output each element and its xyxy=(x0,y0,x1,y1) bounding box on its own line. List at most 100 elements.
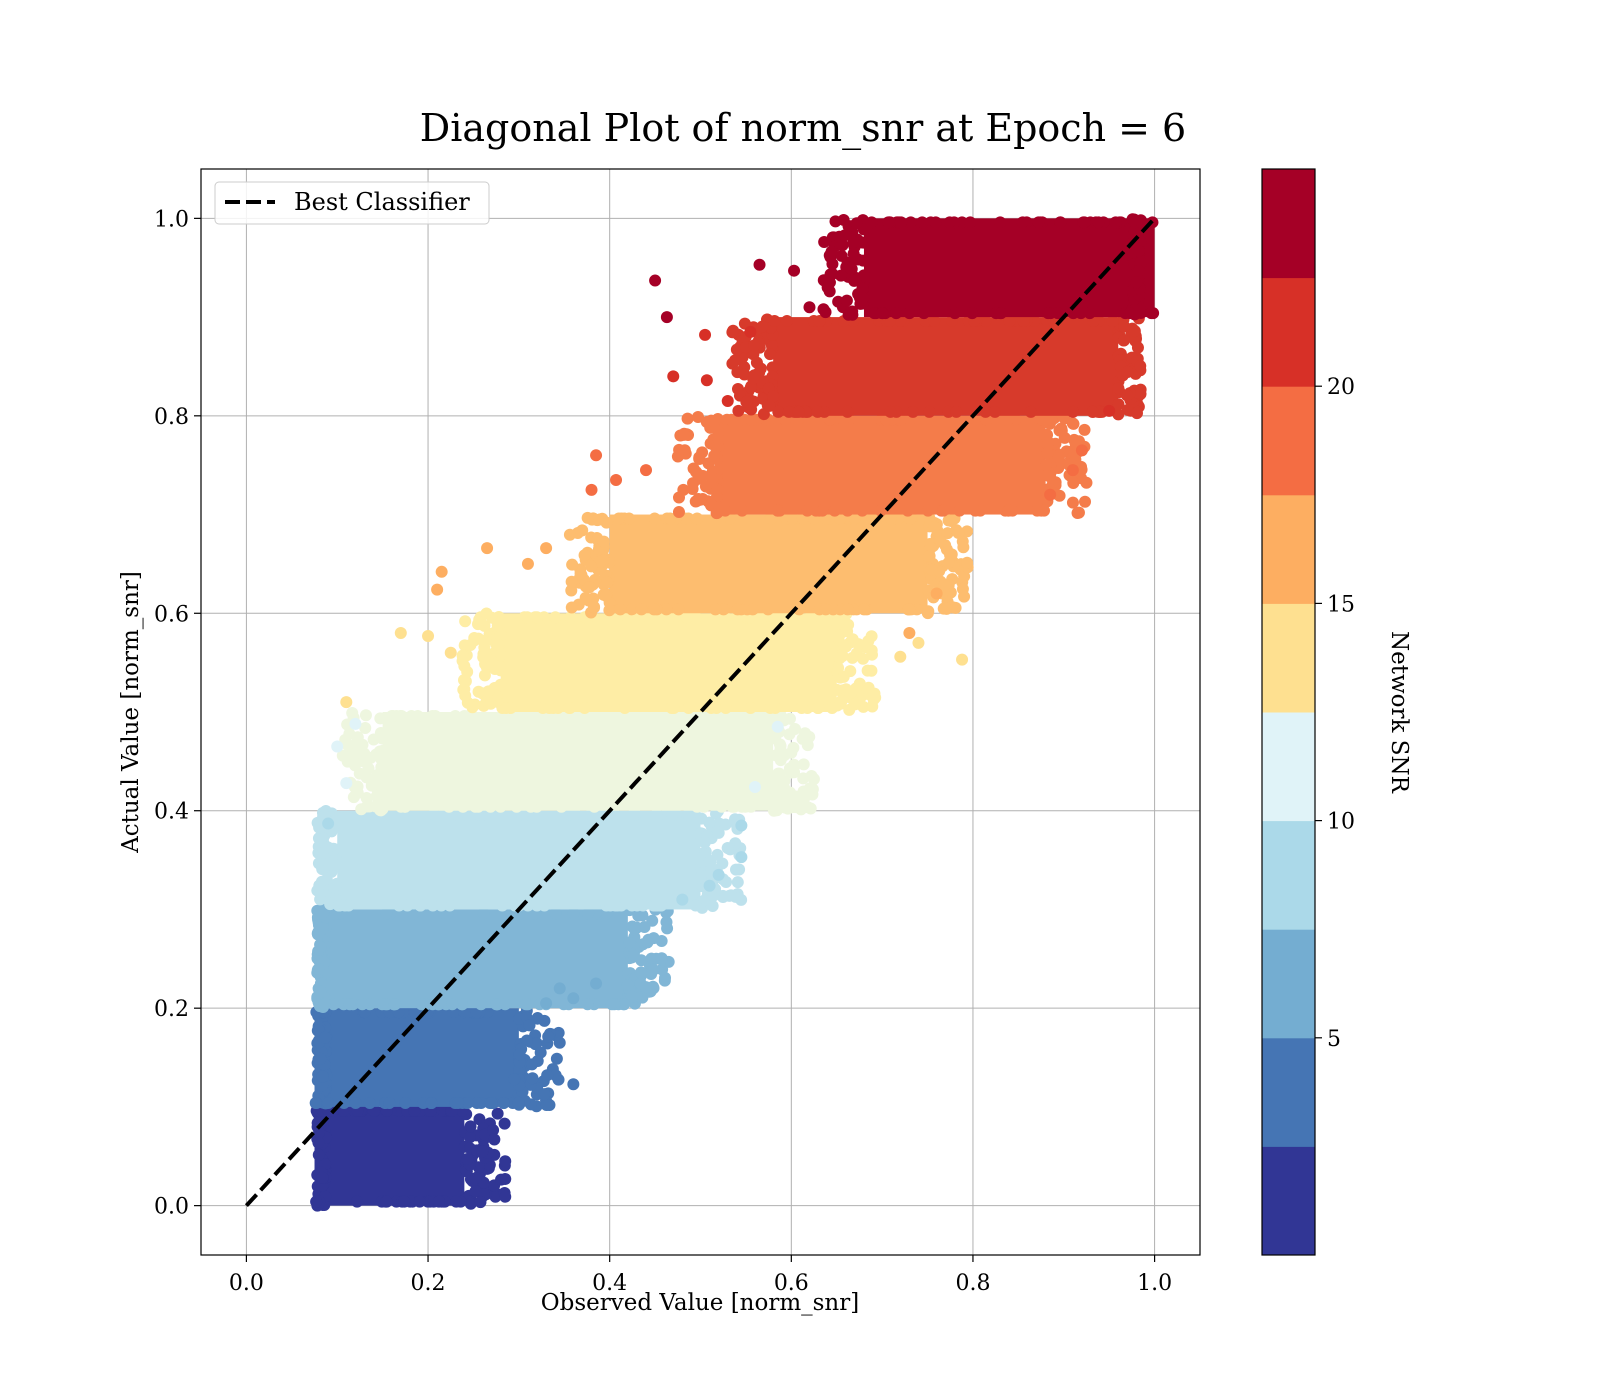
scatter-outlier-point xyxy=(640,464,653,477)
scatter-point xyxy=(417,1096,430,1109)
scatter-point xyxy=(358,755,371,768)
scatter-point xyxy=(655,952,668,965)
scatter-point xyxy=(648,709,661,722)
scatter-band-2 xyxy=(309,1003,565,1113)
colorbar-tick-label: 15 xyxy=(1327,592,1355,617)
colorbar-tick-label: 20 xyxy=(1327,375,1355,400)
scatter-point xyxy=(531,899,544,912)
scatter-point xyxy=(1003,315,1016,328)
scatter-point xyxy=(591,514,604,527)
scatter-point xyxy=(715,800,728,813)
scatter-point xyxy=(856,283,869,296)
scatter-outlier-point xyxy=(956,653,969,666)
scatter-outlier-point xyxy=(903,627,916,640)
scatter-point xyxy=(581,998,594,1011)
scatter-point xyxy=(1066,496,1079,509)
scatter-point xyxy=(958,570,971,583)
scatter-point xyxy=(672,506,685,519)
scatter-point xyxy=(497,1096,510,1109)
scatter-point xyxy=(799,727,812,740)
scatter-point xyxy=(585,560,598,573)
scatter-point xyxy=(376,732,389,745)
scatter-point xyxy=(705,498,718,511)
scatter-point xyxy=(672,603,685,616)
scatter-point xyxy=(957,541,970,554)
scatter-point xyxy=(459,689,472,702)
scatter-point xyxy=(672,491,685,504)
scatter-band-core xyxy=(314,1008,519,1107)
scatter-point xyxy=(531,1012,544,1025)
scatter-point xyxy=(342,899,355,912)
scatter-point xyxy=(857,269,870,282)
scatter-point xyxy=(691,800,704,813)
scatter-point xyxy=(704,854,717,867)
scatter-point xyxy=(966,307,979,320)
scatter-outliers xyxy=(322,217,1143,1203)
scatter-point xyxy=(922,605,935,618)
scatter-outlier-point xyxy=(590,977,603,990)
x-axis-ticks: 0.0 0.2 0.4 0.6 0.8 1.0 xyxy=(229,1255,1172,1296)
scatter-point xyxy=(376,744,389,757)
scatter-point xyxy=(1092,216,1105,229)
scatter-point xyxy=(473,1113,486,1126)
scatter-point xyxy=(557,998,570,1011)
scatter-point xyxy=(531,611,544,624)
scatter-point xyxy=(567,907,580,920)
scatter-point xyxy=(327,998,340,1011)
scatter-point xyxy=(435,899,448,912)
scatter-point xyxy=(317,832,330,845)
scatter-point xyxy=(901,504,914,517)
scatter-point xyxy=(469,1172,482,1185)
scatter-outlier-point xyxy=(444,646,457,659)
scatter-outlier-point xyxy=(431,583,444,596)
y-tick-label: 0.0 xyxy=(154,1195,189,1220)
scatter-outlier-point xyxy=(699,328,712,341)
scatter-point xyxy=(884,405,897,418)
colorbar-segment xyxy=(1262,820,1315,930)
scatter-point xyxy=(763,399,776,412)
scatter-point xyxy=(353,767,366,780)
scatter-point xyxy=(747,372,760,385)
scatter-point xyxy=(692,410,705,423)
scatter-point xyxy=(650,808,663,821)
scatter-point xyxy=(916,216,929,229)
scatter-point xyxy=(719,818,732,831)
scatter-point xyxy=(1032,216,1045,229)
colorbar-segment xyxy=(1262,169,1315,279)
scatter-point xyxy=(906,405,919,418)
scatter-outlier-point xyxy=(660,311,673,324)
legend-label-best-classifier: Best Classifier xyxy=(294,188,470,216)
scatter-outlier-point xyxy=(771,720,784,733)
plot-frame xyxy=(200,168,1201,1256)
scatter-point xyxy=(865,630,878,643)
scatter-point xyxy=(745,413,758,426)
scatter-point xyxy=(564,611,577,624)
scatter-point xyxy=(1052,451,1065,464)
scatter-point xyxy=(1077,216,1090,229)
scatter-point xyxy=(829,215,842,228)
scatter-point xyxy=(1109,216,1122,229)
scatter-point xyxy=(523,1019,536,1032)
scatter-point xyxy=(542,1030,555,1043)
y-tick-label: 0.6 xyxy=(154,602,189,627)
scatter-point xyxy=(719,702,732,715)
scatter-point xyxy=(943,216,956,229)
scatter-point xyxy=(811,405,824,418)
scatter-point xyxy=(903,603,916,616)
scatter-points xyxy=(309,213,1160,1212)
scatter-point xyxy=(343,998,356,1011)
scatter-point xyxy=(549,907,562,920)
scatter-point xyxy=(787,764,800,777)
scatter-point xyxy=(1072,506,1085,519)
scatter-point xyxy=(838,229,851,242)
scatter-point xyxy=(793,603,806,616)
scatter-point xyxy=(484,697,497,710)
scatter-point xyxy=(848,698,861,711)
scatter-point xyxy=(329,858,342,871)
scatter-point xyxy=(524,800,537,813)
colorbar-tick-label: 10 xyxy=(1327,810,1355,835)
scatter-point xyxy=(314,985,327,998)
scatter-point xyxy=(312,962,325,975)
scatter-point xyxy=(1145,307,1158,320)
scatter-point xyxy=(563,702,576,715)
